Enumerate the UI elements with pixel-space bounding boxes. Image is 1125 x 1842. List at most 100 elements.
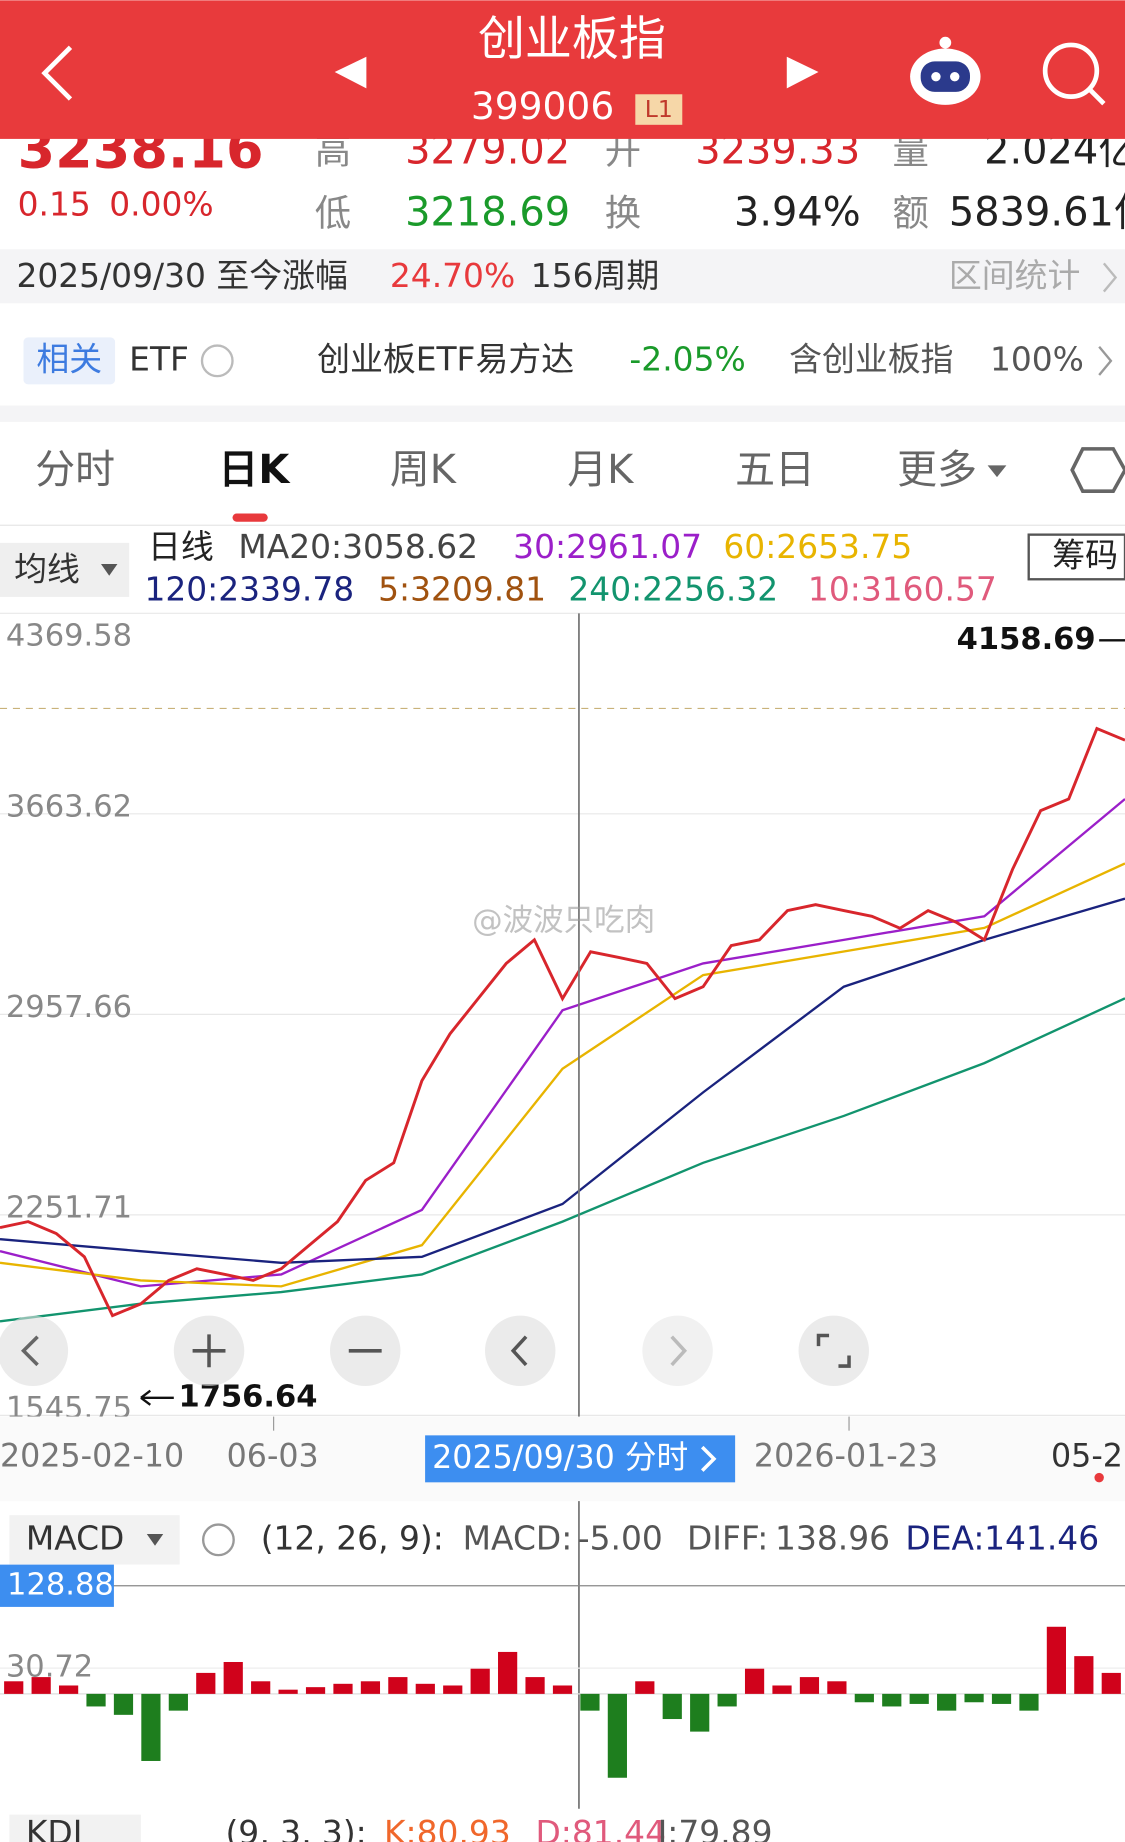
badge — [635, 94, 683, 125]
dropdown-arrow — [146, 1533, 164, 1546]
x-tick-label: 06-03 — [227, 1439, 319, 1475]
legend-entry: 10:3160.57 — [808, 570, 997, 609]
icon — [192, 1334, 226, 1368]
macd-bar — [909, 1693, 929, 1704]
tab[interactable]: 五日 — [735, 447, 815, 493]
chip-button[interactable] — [1027, 533, 1125, 581]
ma-line — [0, 862, 1125, 1288]
price-line — [0, 726, 1125, 1318]
macd-bar — [827, 1681, 847, 1694]
legend-entry: 5:3209.81 — [378, 570, 546, 609]
next-button[interactable] — [786, 56, 819, 89]
macd-bar — [86, 1693, 106, 1707]
chevron — [700, 1445, 717, 1472]
tab[interactable]: 更多 — [897, 447, 977, 493]
tab[interactable]: 分时 — [35, 447, 115, 493]
prev-button[interactable] — [334, 56, 367, 89]
macd-bar — [168, 1693, 188, 1711]
diff-name: DIFF: — [687, 1518, 768, 1557]
x-tick-label: 05-2 — [1051, 1439, 1123, 1475]
macd-bar — [1074, 1656, 1094, 1694]
etf-tag — [23, 337, 116, 385]
rewind-button[interactable] — [0, 1315, 69, 1387]
macd-bar — [580, 1693, 600, 1711]
macd-bar — [662, 1693, 682, 1720]
tab[interactable]: 日K — [218, 447, 291, 493]
macd-bar — [991, 1693, 1012, 1704]
macd-bar — [360, 1681, 381, 1694]
legend-entry: 30:2961.07 — [513, 527, 702, 566]
search-icon[interactable] — [1042, 42, 1106, 106]
legend-entry: 60:2653.75 — [723, 527, 912, 566]
macd-bar — [690, 1693, 710, 1732]
period-link[interactable]: 区间统计 — [949, 256, 1081, 295]
badge-text: L1 — [645, 95, 673, 123]
kdj-label: KDJ — [26, 1813, 83, 1842]
macd-params: (12, 26, 9): — [261, 1518, 444, 1557]
macd-bar — [1101, 1672, 1121, 1694]
x-tick-label: 2026-01-23 — [754, 1439, 938, 1475]
right-button[interactable] — [642, 1315, 713, 1387]
legend-entry: 240:2256.32 — [568, 570, 778, 609]
selected-date[interactable] — [425, 1435, 736, 1483]
etf-name[interactable]: 创业板ETF易方达 — [317, 339, 574, 378]
macd-bar — [305, 1687, 326, 1694]
macd-value: -5.00 — [578, 1518, 663, 1557]
back-button[interactable] — [41, 45, 73, 101]
macd-bar — [58, 1685, 79, 1694]
label: 额 — [892, 192, 928, 235]
etf-weight: 100% — [990, 339, 1084, 378]
macd-bar — [744, 1668, 765, 1694]
kdj-d: D:81.44 — [535, 1813, 666, 1842]
change: 0.15 — [18, 184, 91, 223]
macd-bar — [4, 1681, 24, 1694]
macd-bar — [607, 1693, 627, 1778]
fullscreen-button[interactable] — [798, 1315, 869, 1387]
code: 399006 — [471, 84, 614, 128]
macd-bar — [525, 1677, 545, 1694]
change-pct: 0.00% — [109, 184, 213, 223]
y-tick-label: 2251.71 — [6, 1191, 132, 1226]
help-icon[interactable] — [200, 344, 234, 378]
y-tick-label: 128.88 — [7, 1567, 114, 1602]
icon — [670, 1335, 688, 1367]
chevron — [1098, 346, 1113, 376]
tab[interactable]: 月K — [567, 447, 634, 493]
kdj-button[interactable] — [9, 1814, 141, 1842]
period-text: 2025/09/30 至今涨幅 — [16, 256, 347, 295]
macd-bar — [223, 1661, 243, 1694]
value: 3.94% — [734, 190, 861, 236]
y-tick-label: 4369.58 — [6, 618, 132, 653]
dot — [1094, 1472, 1104, 1483]
tab[interactable]: 周K — [390, 447, 457, 493]
dropdown-arrow — [987, 465, 1007, 478]
kdj-params: (9, 3, 3): — [225, 1813, 366, 1842]
macd-bar — [498, 1651, 518, 1694]
macd-bar — [251, 1681, 271, 1694]
macd-bar — [443, 1685, 463, 1694]
macd-bar — [854, 1693, 874, 1703]
settings-icon[interactable] — [1070, 447, 1125, 493]
etf-tag-text: 相关 — [36, 339, 102, 378]
macd-bar — [1046, 1626, 1067, 1694]
icon — [816, 1333, 851, 1368]
macd-bar — [964, 1693, 984, 1703]
help-icon[interactable] — [201, 1523, 235, 1557]
robot-icon[interactable] — [910, 36, 981, 105]
left-button[interactable] — [484, 1315, 556, 1387]
diff-value: 138.96 — [775, 1518, 890, 1557]
macd-bar — [635, 1681, 655, 1694]
dropdown-arrow — [100, 564, 118, 576]
period-label: 日线 — [148, 527, 214, 566]
macd-bar — [196, 1672, 216, 1694]
value: 5839.61亿 — [949, 190, 1125, 236]
macd-bar — [415, 1683, 435, 1694]
macd-bar — [470, 1668, 490, 1694]
x-tick-label: 2025-02-10 — [0, 1439, 184, 1475]
dea-value: 141.46 — [984, 1518, 1099, 1557]
y-tick-label: 3663.62 — [6, 789, 132, 824]
legend-entry: MA20:3058.62 — [238, 527, 478, 566]
y-tick-label: 2957.66 — [6, 990, 132, 1025]
